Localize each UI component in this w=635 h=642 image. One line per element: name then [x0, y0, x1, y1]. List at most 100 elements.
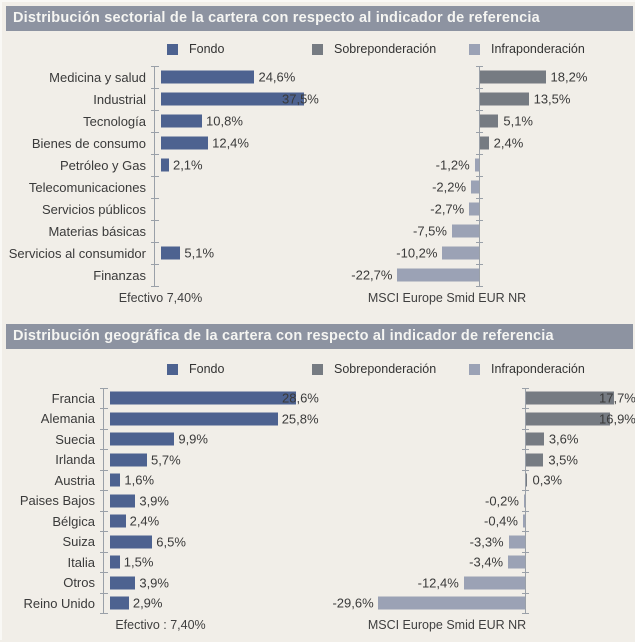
- axis-line: [525, 572, 526, 593]
- fund-bar: [110, 453, 148, 467]
- category-label: Italia: [67, 554, 95, 570]
- fund-bar-cell: 1,6%: [100, 469, 319, 491]
- category-label: Petróleo y Gas: [60, 157, 146, 173]
- table-row: Servicios públicos: [2, 197, 319, 220]
- fund-value-label: 12,4%: [212, 135, 249, 151]
- axis-tick: [522, 613, 529, 614]
- axis-line: [479, 66, 480, 88]
- fund-bar: [110, 596, 129, 610]
- fund-bar-cell: 1,5%: [100, 551, 319, 573]
- sobreponderacion-color-swatch: [312, 43, 323, 55]
- fund-bar-cell: 3,9%: [100, 490, 319, 511]
- table-row: -2,2%: [322, 175, 635, 198]
- axis-tick: [100, 449, 108, 450]
- category-label: Bienes de consumo: [31, 135, 146, 151]
- axis-line: [525, 593, 526, 614]
- relative-bar-cell: 17,7%: [322, 387, 635, 409]
- axis-tick: [522, 551, 529, 553]
- relative-value-label: 16,9%: [599, 411, 635, 427]
- sector-relative-weights-chart: 18,2% 13,5% 5,1% 2,4% -1,2% -2,2% -2,7% -7,5% -1…: [322, 65, 635, 287]
- geographic-cash-footnote: Efectivo : 7,40%: [115, 618, 206, 632]
- table-row: Alemania 25,8%: [2, 408, 319, 429]
- overweight-bar: [480, 70, 546, 84]
- axis-tick: [476, 219, 483, 221]
- table-row: 16,9%: [322, 408, 635, 429]
- legend-item-sobreponderacion: Sobreponderación: [312, 362, 436, 376]
- category-label: Irlanda: [55, 452, 95, 468]
- relative-bar-cell: -29,6%: [322, 592, 635, 614]
- axis-tick: [476, 87, 483, 89]
- fund-bar: [161, 114, 203, 128]
- fund-bar-cell: 2,9%: [100, 592, 319, 614]
- relative-value-label: -3,4%: [469, 554, 504, 570]
- relative-value-label: -1,2%: [435, 157, 470, 173]
- category-label: Francia: [51, 390, 95, 406]
- fund-bar: [110, 432, 175, 446]
- fund-bar-cell: 37,5%: [151, 87, 319, 110]
- table-row: -29,6%: [322, 592, 635, 614]
- relative-value-label: -22,7%: [351, 267, 393, 283]
- relative-value-label: -7,5%: [413, 223, 447, 239]
- relative-value-label: 5,1%: [503, 113, 533, 129]
- table-row: Bienes de consumo 12,4%: [2, 131, 319, 154]
- table-row: -3,4%: [322, 551, 635, 573]
- category-label: Medicina y salud: [49, 69, 146, 85]
- overweight-bar: [526, 432, 544, 446]
- axis-tick: [151, 241, 159, 243]
- table-row: Francia 28,6%: [2, 387, 319, 409]
- sobreponderacion-color-swatch: [312, 363, 323, 375]
- table-row: Industrial 37,5%: [2, 87, 319, 110]
- fund-bar: [161, 246, 181, 260]
- table-row: Finanzas: [2, 263, 319, 287]
- axis-line: [525, 470, 526, 491]
- table-row: Otros 3,9%: [2, 572, 319, 593]
- axis-tick: [100, 490, 108, 491]
- fund-bar: [161, 70, 255, 84]
- fund-bar-cell: 24,6%: [151, 65, 319, 88]
- sector-panel-title: Distribución sectorial de la cartera con…: [6, 6, 633, 31]
- geographic-fund-weights-chart: Francia 28,6% Alemania 25,8% Suecia 9,9% Irlan…: [2, 387, 319, 614]
- legend-label-infraponderacion: Infraponderación: [491, 362, 585, 376]
- table-row: Italia 1,5%: [2, 551, 319, 573]
- relative-value-label: 13,5%: [533, 91, 571, 107]
- axis-line: [525, 429, 526, 450]
- sector-benchmark-footnote: MSCI Europe Smid EUR NR: [367, 291, 527, 305]
- fund-value-label: 6,5%: [156, 534, 186, 550]
- fund-bar: [110, 514, 126, 528]
- relative-value-label: -10,2%: [396, 245, 438, 261]
- overweight-bar: [526, 412, 610, 426]
- table-row: Servicios al consumidor 5,1%: [2, 241, 319, 264]
- infraponderacion-color-swatch: [469, 363, 480, 375]
- legend-item-sobreponderacion: Sobreponderación: [312, 42, 436, 56]
- fund-bar-cell: [151, 197, 319, 220]
- table-row: Suecia 9,9%: [2, 428, 319, 450]
- axis-tick: [522, 572, 529, 573]
- axis-tick: [100, 387, 108, 389]
- fund-bar-cell: [151, 263, 319, 287]
- relative-bar-cell: -7,5%: [322, 219, 635, 242]
- relative-bar-cell: 2,4%: [322, 131, 635, 154]
- category-label: Tecnología: [83, 113, 146, 129]
- fund-bar-cell: [151, 175, 319, 198]
- relative-bar-cell: -12,4%: [322, 572, 635, 593]
- overweight-bar: [480, 136, 489, 150]
- relative-bar-cell: -2,2%: [322, 175, 635, 198]
- table-row: -12,4%: [322, 572, 635, 593]
- axis-tick: [151, 153, 159, 155]
- geographic-legend: Fondo Sobreponderación Infraponderación: [2, 362, 635, 378]
- category-label: Suiza: [62, 534, 95, 550]
- axis-line: [479, 264, 480, 286]
- underweight-bar: [524, 494, 525, 508]
- axis-tick: [100, 572, 108, 573]
- table-row: -3,3%: [322, 531, 635, 552]
- table-row: Telecomunicaciones: [2, 175, 319, 198]
- axis-tick: [476, 109, 483, 111]
- axis-tick: [151, 87, 159, 89]
- axis-tick: [151, 197, 159, 199]
- sector-distribution-panel: Distribución sectorial de la cartera con…: [2, 2, 635, 320]
- relative-bar-cell: 5,1%: [322, 109, 635, 132]
- axis-line: [525, 511, 526, 532]
- fund-bar-cell: 12,4%: [151, 131, 319, 154]
- relative-bar-cell: -3,3%: [322, 531, 635, 552]
- axis-tick: [100, 551, 108, 553]
